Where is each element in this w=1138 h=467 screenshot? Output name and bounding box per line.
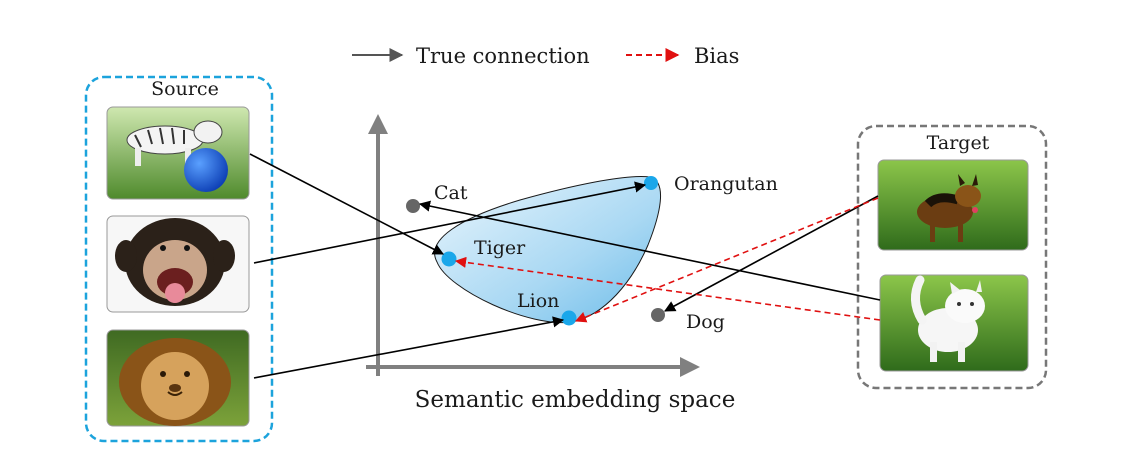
point-lion — [561, 310, 577, 326]
source-image-tiger — [106, 106, 250, 200]
legend-true-connection-label: True connection — [416, 44, 590, 68]
embedding-points: Cat Orangutan Tiger Lion Dog — [406, 173, 778, 333]
point-label-orangutan: Orangutan — [674, 173, 778, 195]
target-box — [856, 124, 1048, 390]
embedding-axes: Semantic embedding space — [366, 114, 736, 413]
source-image-lion — [106, 329, 250, 427]
point-tiger — [441, 251, 457, 267]
arrow-lion-true — [253, 316, 565, 379]
source-panel: Source — [84, 75, 274, 443]
source-title: Source — [151, 78, 219, 100]
point-label-lion: Lion — [517, 290, 559, 312]
target-panel: Target — [856, 124, 1048, 390]
arrow-cat-bias — [454, 256, 881, 321]
arrow-tiger-true — [249, 153, 444, 255]
arrow-dog-true — [664, 195, 879, 312]
point-cat — [406, 199, 420, 213]
point-label-cat: Cat — [434, 182, 468, 204]
legend: True connection Bias — [352, 44, 739, 68]
true-connections — [249, 153, 881, 379]
target-image-dog — [877, 159, 1029, 251]
legend-bias-label: Bias — [694, 44, 739, 68]
source-cluster-region — [434, 176, 662, 324]
arrow-cat-true — [418, 200, 881, 301]
arrow-chimp-orangutan-true — [253, 181, 647, 264]
point-dog — [651, 308, 665, 322]
point-orangutan — [644, 176, 658, 190]
bias-connections — [454, 197, 881, 323]
axis-label: Semantic embedding space — [415, 387, 736, 413]
point-label-dog: Dog — [686, 311, 725, 333]
arrow-dog-bias — [574, 197, 879, 323]
point-label-tiger: Tiger — [474, 237, 526, 259]
target-title: Target — [927, 132, 990, 154]
target-image-cat — [879, 274, 1029, 372]
source-image-chimpanzee — [106, 215, 250, 313]
